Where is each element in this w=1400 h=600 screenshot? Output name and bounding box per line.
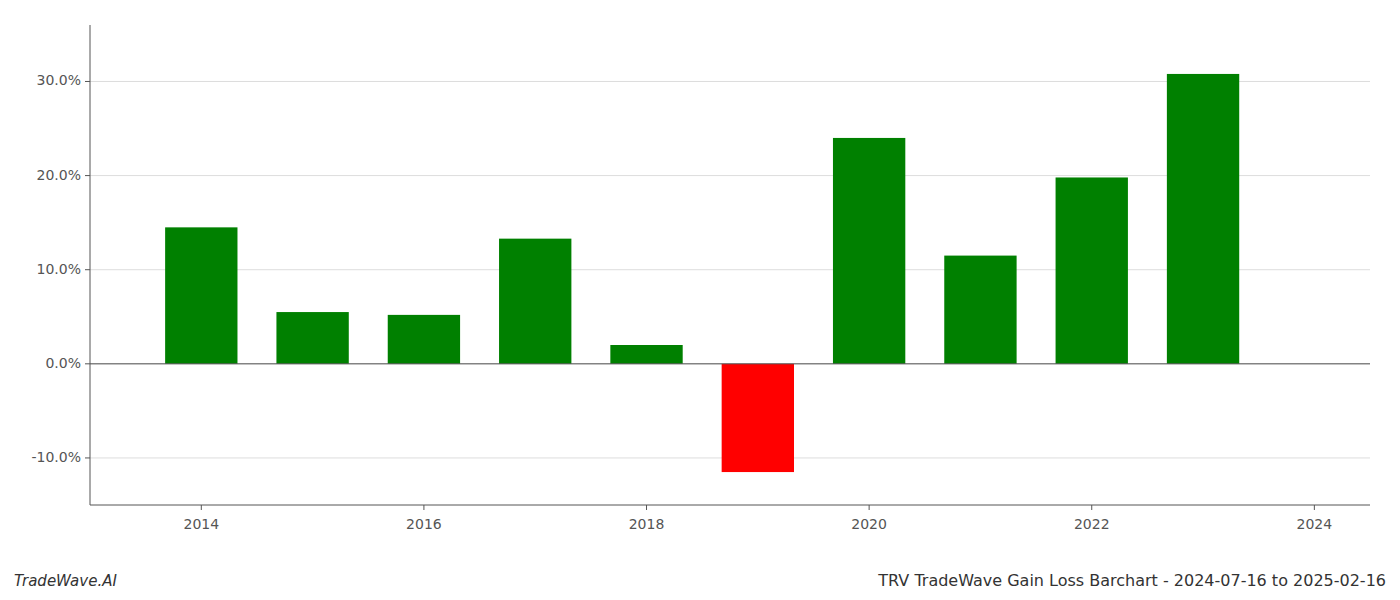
y-tick-label: -10.0% [31, 449, 81, 465]
bar [388, 315, 460, 364]
y-tick [85, 457, 90, 458]
bar [833, 138, 905, 364]
bar [276, 312, 348, 364]
x-tick-label: 2024 [1297, 516, 1333, 532]
chart-container: -10.0% 0.0% 10.0% 20.0% 30.0% 2014 2016 2018 202… [0, 0, 1400, 600]
y-axis: -10.0% 0.0% 10.0% 20.0% 30.0% [31, 72, 90, 464]
zero-line [90, 363, 1370, 364]
bar [944, 256, 1016, 364]
y-tick-label: 20.0% [37, 167, 81, 183]
x-tick [1314, 505, 1315, 510]
x-tick-label: 2022 [1074, 516, 1110, 532]
x-tick-label: 2016 [406, 516, 442, 532]
bar [499, 239, 571, 364]
bar [722, 364, 794, 472]
x-axis-line [90, 505, 1370, 506]
title: TRV TradeWave Gain Loss Barchart - 2024-… [877, 571, 1386, 590]
bar [165, 227, 237, 363]
grid-line [90, 363, 1370, 364]
bar [610, 345, 682, 364]
x-axis: 2014 2016 2018 2020 2022 2024 [183, 505, 1332, 532]
x-tick [1091, 505, 1092, 510]
bar [1056, 177, 1128, 363]
x-tick [646, 505, 647, 510]
watermark: TradeWave.AI [14, 572, 117, 590]
y-tick [85, 175, 90, 176]
y-tick [85, 81, 90, 82]
x-tick [201, 505, 202, 510]
y-tick [85, 363, 90, 364]
x-tick [423, 505, 424, 510]
x-tick-label: 2014 [183, 516, 219, 532]
x-tick-label: 2018 [629, 516, 665, 532]
y-axis-line [90, 25, 91, 505]
x-tick [869, 505, 870, 510]
x-tick-label: 2020 [851, 516, 887, 532]
bars [165, 74, 1239, 472]
y-tick-label: 0.0% [45, 355, 81, 371]
y-tick [85, 269, 90, 270]
chart: -10.0% 0.0% 10.0% 20.0% 30.0% 2014 2016 2018 202… [0, 0, 1400, 600]
y-tick-label: 10.0% [37, 261, 81, 277]
y-tick-label: 30.0% [37, 72, 81, 88]
bar [1167, 74, 1239, 364]
